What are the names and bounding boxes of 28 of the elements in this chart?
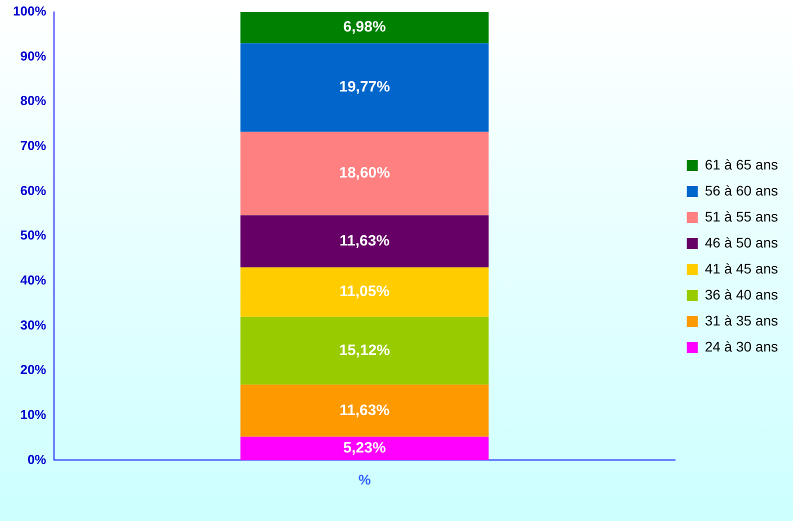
data-label: 6,98% <box>343 18 386 36</box>
y-tick-label: 80% <box>20 93 47 108</box>
y-tick-label: 30% <box>20 317 47 332</box>
x-tick-label: % <box>358 471 372 488</box>
data-label: 5,23% <box>343 440 386 457</box>
y-tick-label: 50% <box>20 228 47 243</box>
y-tick-label: 70% <box>20 138 47 154</box>
y-tick-label: 90% <box>20 48 47 64</box>
legend-label: 46 à 50 ans <box>704 234 778 250</box>
data-label: 11,63% <box>340 232 390 250</box>
y-tick-label: 0% <box>27 452 47 467</box>
data-label: 18,60% <box>339 164 390 182</box>
y-tick-label: 20% <box>20 362 47 378</box>
y-tick-label: 60% <box>20 182 47 198</box>
legend-label: 56 à 60 ans <box>704 182 778 198</box>
legend-label: 24 à 30 ans <box>704 338 778 354</box>
y-tick-label: 10% <box>20 406 47 422</box>
legend-label: 31 à 35 ans <box>704 312 778 328</box>
y-tick-label: 100% <box>13 4 47 19</box>
data-label: 19,77% <box>339 78 390 96</box>
data-label: 15,12% <box>339 342 390 359</box>
legend-label: 61 à 65 ans <box>704 156 778 172</box>
data-label: 11,63% <box>340 402 390 419</box>
legend-label: 51 à 55 ans <box>704 208 778 224</box>
data-label: 11,05% <box>340 283 390 300</box>
y-tick-label: 40% <box>20 272 47 288</box>
legend-label: 41 à 45 ans <box>704 260 778 276</box>
legend-label: 36 à 40 ans <box>704 286 778 302</box>
